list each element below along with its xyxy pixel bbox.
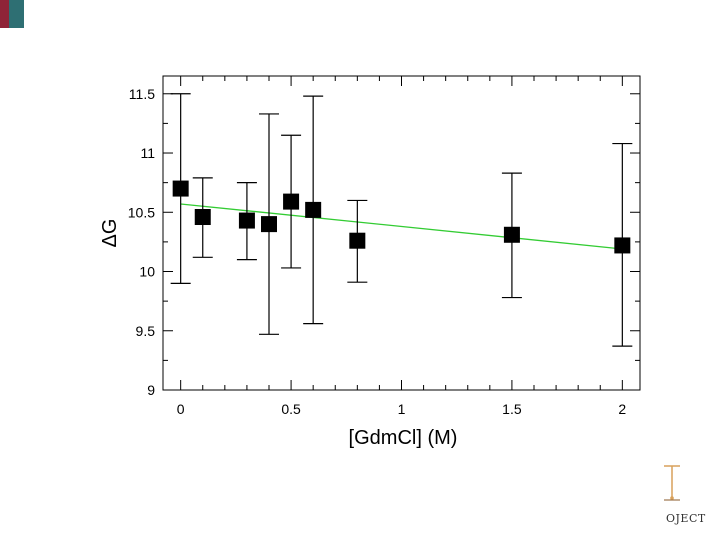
data-point	[283, 193, 300, 210]
data-point	[305, 201, 322, 218]
error-bars	[170, 93, 633, 347]
x-tick-label: 2	[618, 401, 626, 417]
x-tick-label: 1	[398, 401, 406, 417]
corner-marker-red	[0, 0, 9, 28]
y-axis-tick-labels: 9 9.5 10 10.5 11 11.5	[128, 86, 155, 398]
corner-logo-mark	[664, 465, 680, 501]
x-tick-label: 0.5	[281, 401, 301, 417]
data-point	[194, 209, 211, 226]
corner-marker-teal	[9, 0, 24, 28]
x-tick-label: 0	[177, 401, 185, 417]
data-point	[614, 237, 631, 254]
corner-logo: OJECT	[660, 460, 716, 530]
y-axis-label: ΔG	[99, 219, 121, 248]
x-tick-label: 1.5	[502, 401, 522, 417]
data-point	[503, 226, 520, 243]
x-axis-tick-labels: 0 0.5 1 1.5 2	[177, 401, 627, 417]
data-point	[238, 212, 255, 229]
data-point	[261, 216, 277, 233]
data-point	[172, 180, 189, 197]
x-axis-label: [GdmCl] (M)	[349, 427, 458, 449]
y-tick-label: 10	[139, 264, 155, 280]
y-tick-label: 9	[147, 382, 155, 398]
corner-marker	[0, 0, 24, 28]
fit-line	[180, 203, 623, 250]
y-axis-ticks	[163, 93, 640, 391]
y-tick-label: 9.5	[136, 323, 156, 339]
y-tick-label: 10.5	[128, 204, 155, 220]
corner-logo-text: OJECT	[666, 512, 706, 525]
y-tick-label: 11.5	[129, 86, 155, 102]
y-tick-label: 11	[140, 145, 155, 161]
data-point	[349, 232, 366, 249]
x-axis-ticks	[180, 76, 623, 390]
data-markers	[172, 180, 631, 254]
plot-frame	[162, 75, 641, 391]
